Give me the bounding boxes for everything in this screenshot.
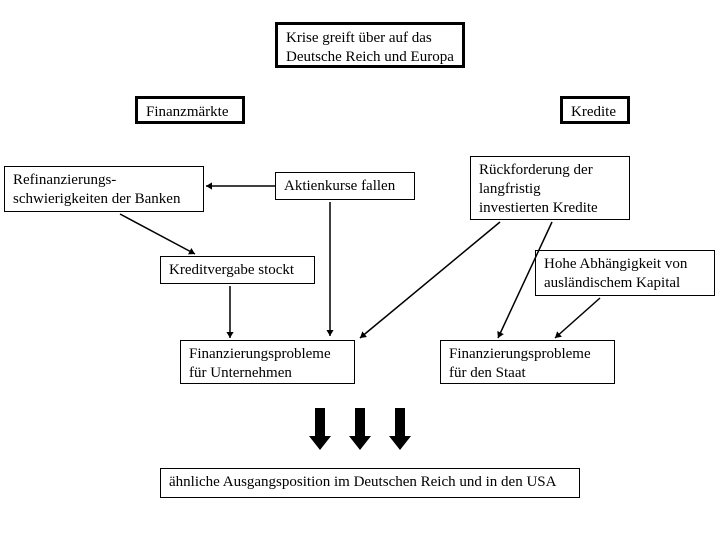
node-kredite-text: Kredite <box>571 104 616 120</box>
node-kredite: Kredite <box>560 96 630 124</box>
node-refinanz: Refinanzierungs-schwierigkeiten der Bank… <box>4 166 204 212</box>
node-fp-staat: Finanzierungsproblemefür den Staat <box>440 340 615 384</box>
node-fp-untern-text: Finanzierungsproblemefür Unternehmen <box>189 346 331 381</box>
node-ausgang: ähnliche Ausgangsposition im Deutschen R… <box>160 468 580 498</box>
node-aktien-text: Aktienkurse fallen <box>284 178 395 194</box>
node-finanzmaerkte-text: Finanzmärkte <box>146 104 228 120</box>
node-fp-untern: Finanzierungsproblemefür Unternehmen <box>180 340 355 384</box>
node-abhaengig: Hohe Abhängigkeit vonausländischem Kapit… <box>535 250 715 296</box>
node-aktien: Aktienkurse fallen <box>275 172 415 200</box>
node-finanzmaerkte: Finanzmärkte <box>135 96 245 124</box>
diagram-canvas: Krise greift über auf dasDeutsche Reich … <box>0 0 720 540</box>
node-abhaengig-text: Hohe Abhängigkeit vonausländischem Kapit… <box>544 256 687 291</box>
node-ausgang-text: ähnliche Ausgangsposition im Deutschen R… <box>169 474 556 490</box>
node-title-text: Krise greift über auf dasDeutsche Reich … <box>286 30 454 65</box>
node-rueckford-text: Rückforderung derlangfristiginvestierten… <box>479 162 598 216</box>
node-refinanz-text: Refinanzierungs-schwierigkeiten der Bank… <box>13 172 180 207</box>
node-kreditverg: Kreditvergabe stockt <box>160 256 315 284</box>
node-rueckford: Rückforderung derlangfristiginvestierten… <box>470 156 630 220</box>
node-kreditverg-text: Kreditvergabe stockt <box>169 262 294 278</box>
node-title: Krise greift über auf dasDeutsche Reich … <box>275 22 465 68</box>
node-fp-staat-text: Finanzierungsproblemefür den Staat <box>449 346 591 381</box>
